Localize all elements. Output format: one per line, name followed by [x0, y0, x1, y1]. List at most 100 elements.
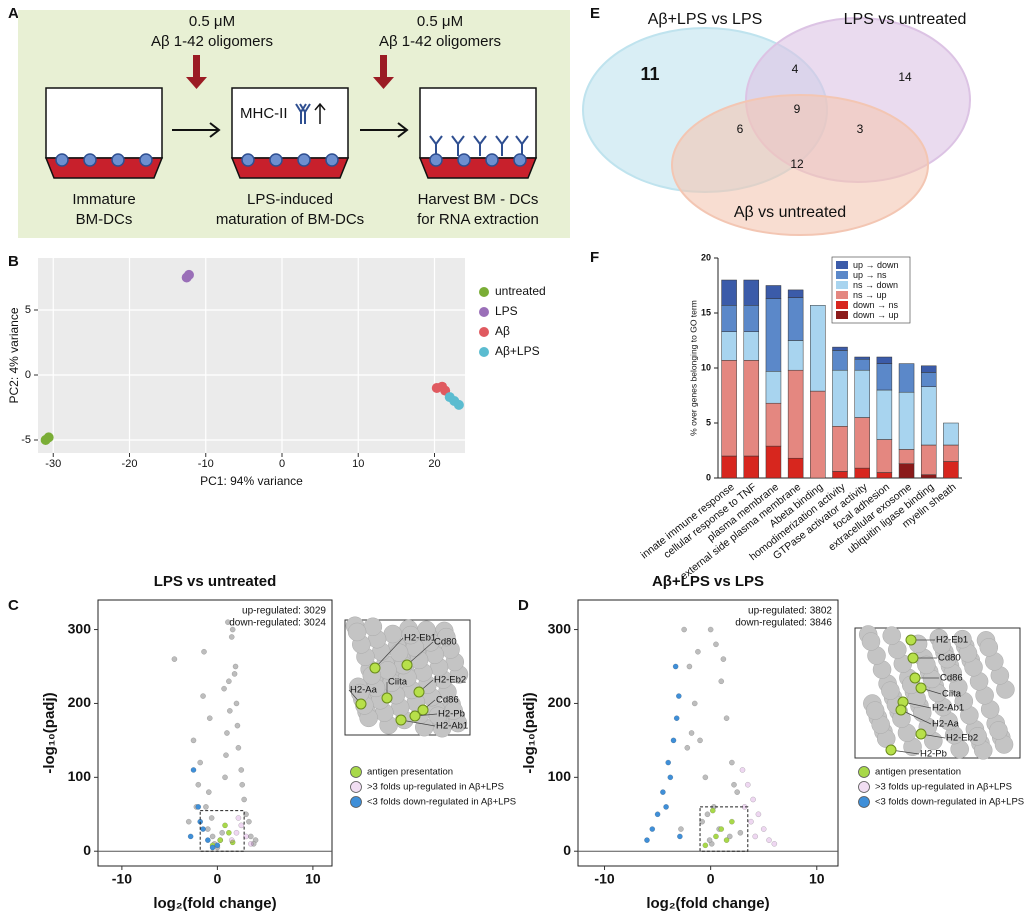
bar-segment	[787, 340, 804, 371]
point	[771, 840, 778, 847]
point	[755, 811, 762, 818]
well	[418, 87, 538, 179]
point	[706, 837, 713, 843]
y-tick-label: 100	[68, 768, 92, 784]
legend-swatch	[836, 281, 848, 289]
inset-leader	[406, 641, 434, 666]
legend-swatch	[836, 311, 848, 319]
inset-label: Cd80	[434, 637, 457, 648]
legend-label: ns → down	[853, 280, 898, 290]
bar-segment	[876, 472, 893, 479]
point	[195, 781, 202, 788]
point	[225, 678, 232, 685]
legend-label: <3 folds down-regulated in Aβ+LPS	[875, 797, 1024, 808]
bar-segment	[721, 279, 737, 306]
panel-label: E	[590, 5, 600, 22]
legend-label: Aβ	[495, 324, 510, 338]
inset-label: H2-Eb1	[404, 633, 436, 644]
bar-segment	[854, 467, 870, 479]
point	[752, 833, 759, 840]
x-axis-label: log₂(fold change)	[153, 895, 276, 912]
bar-segment	[898, 463, 915, 479]
cell	[241, 153, 255, 167]
point	[238, 767, 245, 773]
point	[241, 796, 247, 803]
bar-segment	[854, 369, 870, 418]
inset-point	[865, 701, 885, 720]
bar-segment	[943, 461, 959, 479]
point	[229, 626, 236, 633]
point	[239, 781, 246, 788]
point	[225, 829, 232, 836]
region-count: 12	[790, 157, 804, 171]
point	[228, 837, 235, 843]
legend-label: up → down	[853, 260, 899, 270]
bar-segment	[832, 426, 848, 472]
legend-marker	[858, 766, 870, 778]
bar-segment	[721, 455, 737, 479]
legend-marker	[479, 287, 489, 297]
y-tick-label: 200	[548, 694, 572, 710]
inset-point	[347, 622, 367, 642]
y-tick-label: 15	[701, 307, 711, 317]
bar-segment	[787, 289, 804, 298]
x-tick-label: -20	[122, 458, 138, 470]
legend-marker	[479, 307, 489, 317]
antibody	[473, 135, 487, 156]
point	[197, 759, 204, 766]
legend-label: up → ns	[853, 270, 887, 280]
step-caption: Immature	[72, 191, 135, 208]
x-tick-label: -30	[45, 458, 61, 470]
inset-point	[861, 632, 881, 651]
inset-label: H2-Pb	[438, 709, 465, 720]
inset: H2-Eb1 Cd80 Cd86 Ciita H2-Ab1 H2-Aa H2-Eb2 H2-P…	[854, 625, 1021, 760]
point	[718, 826, 725, 832]
inset-leader	[900, 709, 932, 725]
set-region	[671, 94, 929, 236]
point	[678, 826, 684, 832]
legend-label: LPS	[495, 304, 518, 318]
point	[243, 833, 249, 840]
bar-segment	[898, 391, 915, 450]
legend-swatch	[836, 261, 848, 269]
inset-label: Ciita	[388, 677, 408, 688]
annotation: up-regulated: 3029	[242, 606, 326, 617]
y-tick-label: 20	[701, 252, 711, 262]
point	[225, 619, 231, 626]
cell	[269, 153, 283, 167]
bar-segment	[920, 386, 937, 446]
point	[744, 781, 751, 788]
point	[228, 634, 235, 640]
x-tick-label: 10	[305, 871, 321, 887]
inset-label: H2-Aa	[932, 719, 960, 730]
point	[713, 833, 719, 840]
inset-gene	[909, 672, 921, 684]
bar-segment	[743, 279, 760, 306]
point	[222, 774, 228, 781]
point	[232, 663, 239, 670]
set-label: Aβ vs untreated	[734, 204, 846, 221]
cell	[55, 153, 69, 167]
bar-segment	[920, 474, 937, 479]
inset-gene	[381, 692, 393, 704]
bar-segment	[832, 369, 848, 427]
legend-swatch	[836, 271, 848, 279]
cell	[457, 153, 471, 167]
point	[231, 671, 238, 677]
x-tick-label: 0	[279, 458, 285, 470]
point	[209, 844, 216, 851]
annotation: down-regulated: 3024	[229, 618, 326, 629]
y-tick-label: 0	[706, 472, 711, 482]
y-tick-label: 0	[83, 842, 91, 858]
point	[453, 399, 464, 410]
inset-point	[979, 638, 999, 657]
inset-gene	[401, 659, 413, 671]
point	[233, 829, 240, 836]
chart-title: Aβ+LPS vs LPS	[652, 573, 764, 590]
point	[737, 829, 744, 836]
dose: 0.5 μM	[189, 13, 235, 30]
point	[229, 839, 236, 846]
inset-label: H2-Ab1	[932, 703, 964, 714]
legend-label: >3 folds up-regulated in Aβ+LPS	[875, 782, 1012, 793]
region-count: 3	[857, 122, 864, 136]
